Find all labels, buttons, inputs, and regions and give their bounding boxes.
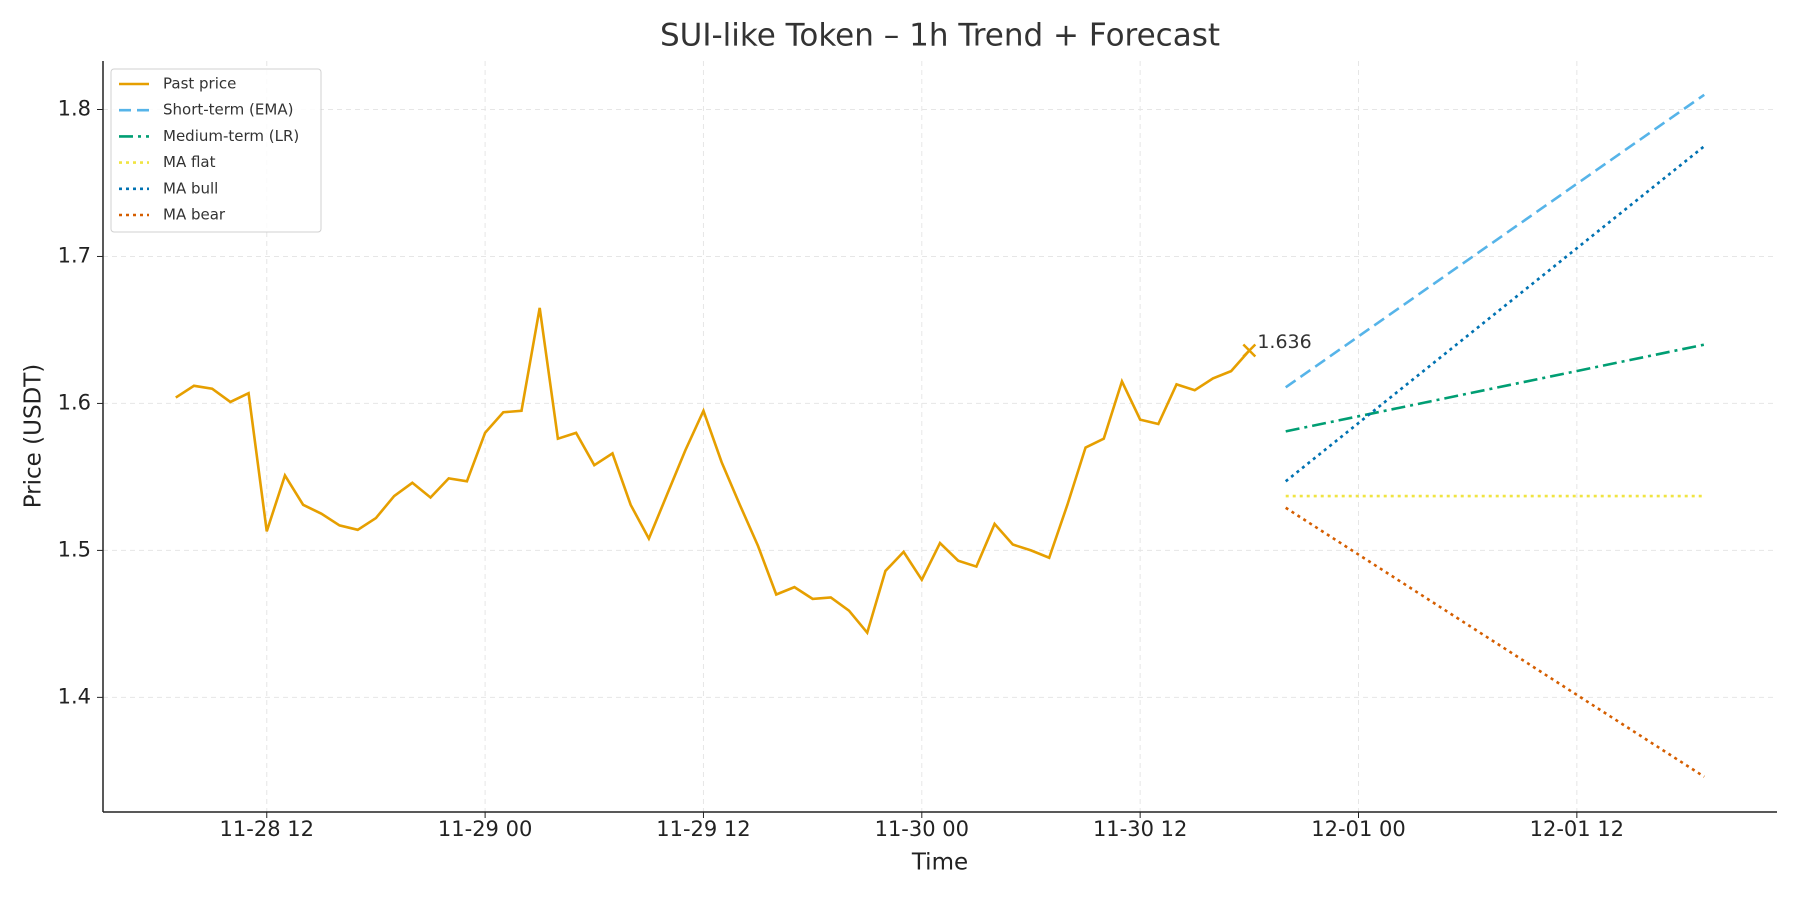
annotation: 1.636 bbox=[1257, 331, 1311, 353]
last-price-marker bbox=[1242, 343, 1257, 358]
legend-label: Short-term (EMA) bbox=[163, 101, 293, 119]
legend-label: MA flat bbox=[163, 153, 216, 171]
x-tick-label: 12-01 12 bbox=[1530, 817, 1624, 841]
legend-label: MA bear bbox=[163, 206, 226, 224]
chart-title: SUI-like Token – 1h Trend + Forecast bbox=[660, 18, 1220, 54]
series-line bbox=[175, 307, 1251, 636]
y-tick-label: 1.7 bbox=[58, 243, 91, 267]
x-axis-label: Time bbox=[911, 850, 968, 876]
legend-label: MA bull bbox=[163, 179, 218, 197]
x-tick-label: 11-29 12 bbox=[656, 817, 750, 841]
x-tick-label: 11-29 00 bbox=[438, 817, 532, 841]
legend-box bbox=[110, 68, 322, 233]
legend-label: Past price bbox=[163, 75, 236, 93]
legend: Past price Short-term (EMA) Medium-term (L… bbox=[110, 68, 322, 233]
series-line bbox=[1284, 93, 1705, 389]
y-tick-label: 1.4 bbox=[58, 684, 91, 708]
y-tick-label: 1.6 bbox=[58, 390, 91, 414]
y-tick-label: 1.8 bbox=[58, 96, 91, 120]
y-tick-label: 1.5 bbox=[58, 537, 91, 561]
x-tick-label: 11-30 00 bbox=[875, 817, 969, 841]
series-line bbox=[1284, 145, 1706, 483]
x-tick-label: 11-30 12 bbox=[1093, 817, 1187, 841]
legend-label: Medium-term (LR) bbox=[163, 127, 299, 145]
x-tick-label: 12-01 00 bbox=[1311, 817, 1405, 841]
series-line bbox=[1285, 343, 1705, 433]
series-line bbox=[1285, 506, 1705, 778]
y-axis-label: Price (USDT) bbox=[21, 364, 47, 509]
x-tick-label: 11-28 12 bbox=[220, 817, 314, 841]
